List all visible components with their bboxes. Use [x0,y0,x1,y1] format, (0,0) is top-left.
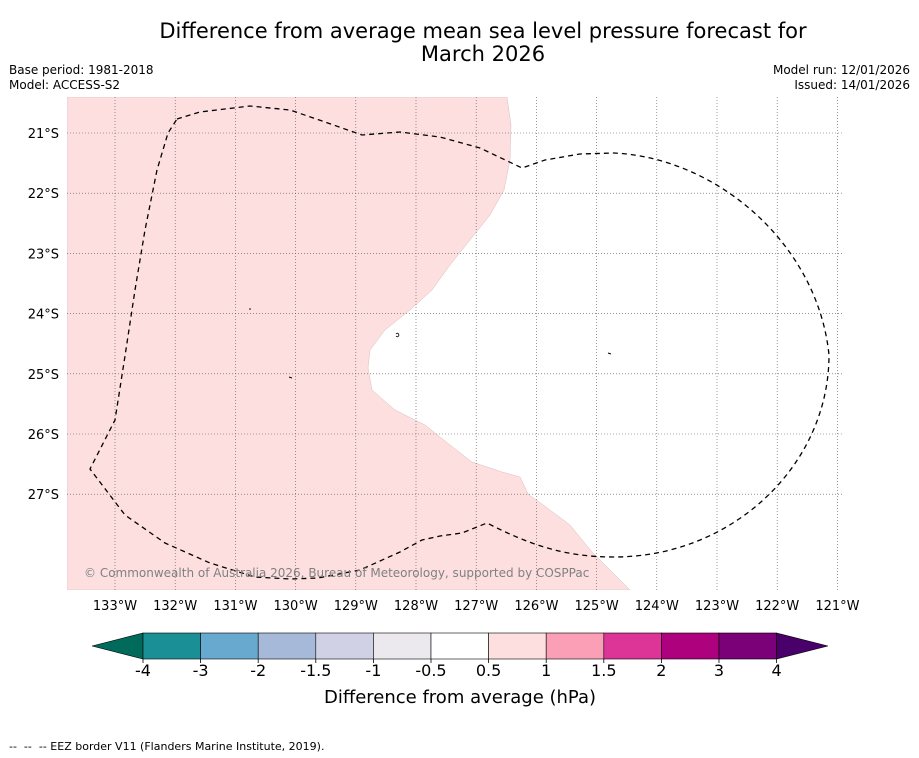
longitude-label: 131°W [213,599,257,614]
anomaly-region [67,97,631,590]
graticule [67,97,843,590]
longitude-label: 129°W [334,599,378,614]
meta-left: Base period: 1981-2018 Model: ACCESS-S2 [9,63,154,93]
colorbar-tick-label: 4 [772,661,782,680]
title-line-2: March 2026 [420,42,546,66]
island-marker [288,376,293,379]
colorbar-segment [661,632,720,660]
colorbar-tick-label: -3 [193,661,209,680]
colorbar-tick-label: 1.5 [591,661,616,680]
colorbar-under-arrow [91,632,144,660]
island-marker [249,308,251,310]
colorbar-tick-label: 1 [541,661,551,680]
longitude-label: 127°W [454,599,498,614]
colorbar-segment [603,632,662,660]
colorbar-ticks: -4 -3 -2 -1.5 -1 -0.5 0.5 1 1.5 2 3 4 [135,659,782,680]
base-period: Base period: 1981-2018 [9,63,154,77]
longitude-label: 132°W [153,599,197,614]
island-marker [395,332,400,338]
issued-date: Issued: 14/01/2026 [794,78,910,92]
latitude-label: 22°S [28,187,59,202]
longitude-label: 124°W [635,599,679,614]
longitude-label: 133°W [93,599,137,614]
latitude-label: 26°S [28,428,59,443]
eez-legend-text: -- -- -- EEZ border V11 (Flanders Marine… [9,740,325,753]
map-area[interactable]: © Commonwealth of Australia 2026, Bureau… [67,97,843,590]
model-name: Model: ACCESS-S2 [9,78,121,92]
latitude-label: 25°S [28,368,59,383]
longitude-label: 121°W [815,599,859,614]
longitude-label: 122°W [755,599,799,614]
colorbar-segment [488,632,547,660]
meta-right: Model run: 12/01/2026 Issued: 14/01/2026 [773,63,910,93]
longitude-labels: 133°W 132°W 131°W 130°W 129°W 128°W 127°W 126°W… [93,599,860,614]
colorbar-segment [718,632,777,660]
colorbar-tick-label: 0.5 [476,661,501,680]
longitude-label: 130°W [274,599,318,614]
longitude-label: 126°W [514,599,558,614]
latitude-label: 24°S [28,308,59,323]
colorbar-segment [373,632,432,660]
eez-border [89,105,830,580]
colorbar-tick-label: -1 [365,661,381,680]
title-line-1: Difference from average mean sea level p… [159,19,807,43]
colorbar-over-arrow [776,632,829,660]
colorbar-tick-label: -0.5 [415,661,446,680]
longitude-label: 123°W [695,599,739,614]
longitude-label: 128°W [394,599,438,614]
colorbar-label: Difference from average (hPa) [324,687,596,708]
colorbar-segment [142,632,201,660]
colorbar-segment [257,632,317,660]
island-marker [607,352,612,355]
colorbar-segment [315,632,374,660]
colorbar-segment [200,632,259,660]
colorbar-tick-label: -2 [250,661,266,680]
latitude-label: 27°S [28,488,59,503]
colorbar-segment [430,632,489,660]
colorbar-tick-label: 2 [656,661,666,680]
latitude-labels: 21°S 22°S 23°S 24°S 25°S 26°S 27°S [28,127,59,503]
longitude-label: 125°W [575,599,619,614]
colorbar-segment [545,632,605,660]
colorbar-tick-label: -4 [135,661,151,680]
latitude-label: 23°S [28,247,59,262]
colorbar [91,632,829,660]
colorbar-tick-label: -1.5 [300,661,331,680]
copyright-text: © Commonwealth of Australia 2026, Bureau… [84,566,589,580]
model-run: Model run: 12/01/2026 [772,63,910,77]
colorbar-tick-label: 3 [714,661,724,680]
latitude-label: 21°S [28,127,59,142]
